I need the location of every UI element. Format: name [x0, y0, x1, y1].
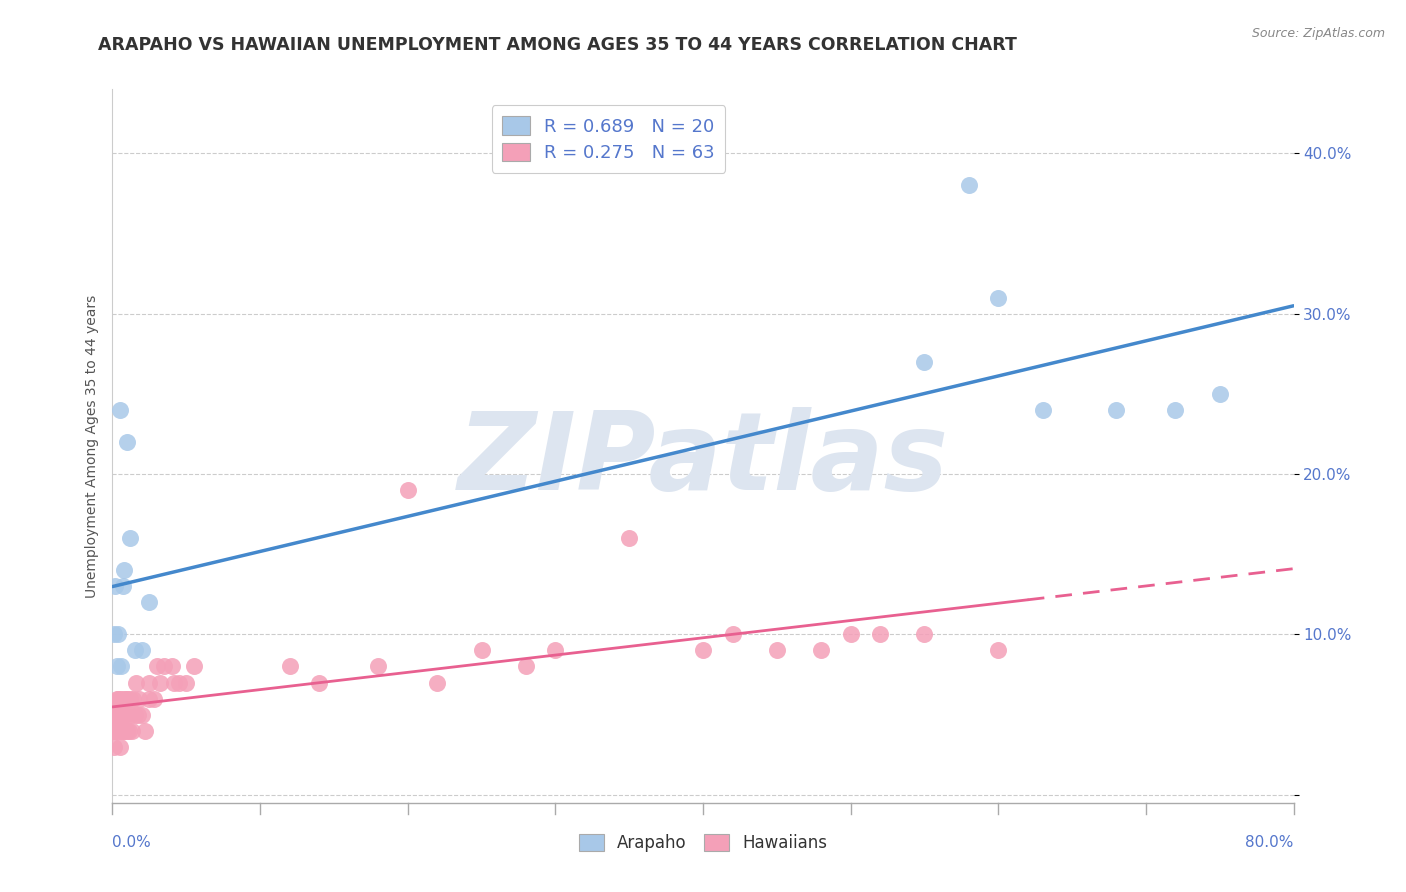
Point [470, 643, 494, 657]
Point [117, 723, 138, 738]
Point [426, 675, 449, 690]
Legend: Arapaho, Hawaiians: Arapaho, Hawaiians [572, 827, 834, 859]
Point [138, 675, 160, 690]
Point [914, 627, 936, 641]
Point [131, 643, 153, 657]
Point [111, 579, 134, 593]
Point [103, 723, 125, 738]
Point [110, 723, 132, 738]
Point [121, 723, 143, 738]
Point [721, 627, 744, 641]
Point [987, 291, 1010, 305]
Point [112, 723, 135, 738]
Point [105, 691, 128, 706]
Point [111, 691, 134, 706]
Point [114, 691, 136, 706]
Point [105, 723, 128, 738]
Point [153, 659, 176, 673]
Point [112, 563, 135, 577]
Point [839, 627, 862, 641]
Point [544, 643, 567, 657]
Point [110, 659, 132, 673]
Point [108, 739, 131, 754]
Point [134, 723, 156, 738]
Text: ZIPatlas: ZIPatlas [457, 408, 949, 513]
Point [118, 723, 141, 738]
Point [128, 691, 150, 706]
Point [104, 707, 127, 722]
Text: ARAPAHO VS HAWAIIAN UNEMPLOYMENT AMONG AGES 35 TO 44 YEARS CORRELATION CHART: ARAPAHO VS HAWAIIAN UNEMPLOYMENT AMONG A… [98, 36, 1018, 54]
Point [110, 707, 132, 722]
Point [515, 659, 537, 673]
Point [163, 675, 186, 690]
Point [183, 659, 205, 673]
Text: 80.0%: 80.0% [1246, 835, 1294, 850]
Point [957, 178, 980, 193]
Point [1164, 403, 1187, 417]
Point [124, 643, 146, 657]
Point [914, 355, 936, 369]
Point [1032, 403, 1054, 417]
Point [1208, 387, 1232, 401]
Point [278, 659, 301, 673]
Point [766, 643, 789, 657]
Point [160, 659, 183, 673]
Text: 0.0%: 0.0% [112, 835, 152, 850]
Y-axis label: Unemployment Among Ages 35 to 44 years: Unemployment Among Ages 35 to 44 years [84, 294, 98, 598]
Point [174, 675, 197, 690]
Point [105, 707, 128, 722]
Point [138, 595, 160, 609]
Point [104, 723, 127, 738]
Point [125, 675, 148, 690]
Point [138, 691, 160, 706]
Point [117, 435, 138, 450]
Point [810, 643, 832, 657]
Point [103, 627, 125, 641]
Text: Source: ZipAtlas.com: Source: ZipAtlas.com [1251, 27, 1385, 40]
Point [1105, 403, 1128, 417]
Point [103, 707, 125, 722]
Point [149, 675, 172, 690]
Point [120, 707, 142, 722]
Point [142, 691, 165, 706]
Point [107, 707, 129, 722]
Point [120, 691, 142, 706]
Point [107, 691, 129, 706]
Point [105, 659, 128, 673]
Point [108, 691, 131, 706]
Point [167, 675, 190, 690]
Point [108, 403, 131, 417]
Point [104, 579, 127, 593]
Point [692, 643, 714, 657]
Point [104, 723, 127, 738]
Point [619, 531, 641, 545]
Point [308, 675, 330, 690]
Point [108, 707, 131, 722]
Point [124, 707, 146, 722]
Point [987, 643, 1010, 657]
Point [114, 707, 136, 722]
Point [146, 659, 169, 673]
Point [131, 707, 153, 722]
Point [111, 723, 134, 738]
Point [117, 691, 138, 706]
Point [122, 691, 145, 706]
Point [396, 483, 419, 497]
Point [367, 659, 389, 673]
Point [103, 739, 125, 754]
Point [869, 627, 891, 641]
Point [120, 531, 142, 545]
Point [107, 627, 129, 641]
Point [127, 707, 149, 722]
Point [112, 707, 135, 722]
